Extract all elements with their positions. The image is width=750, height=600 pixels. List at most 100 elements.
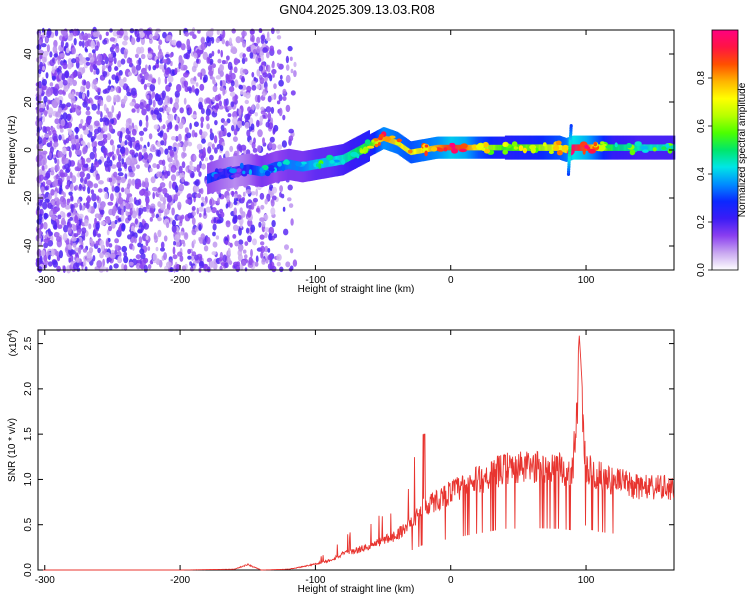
spectrogram-cell	[538, 144, 540, 151]
spectrogram-cell	[288, 203, 294, 209]
spectrogram-cell	[237, 253, 243, 262]
spectrogram-cell	[82, 248, 88, 253]
spectrogram-cell	[270, 27, 275, 35]
spectrogram-cell	[145, 235, 149, 241]
spectrogram-cell	[504, 144, 507, 151]
spectrogram-cell	[226, 132, 232, 138]
spectrogram-cell	[109, 265, 113, 271]
spectrogram-cell	[181, 151, 186, 159]
spectrogram-cell	[158, 39, 163, 45]
spectrogram-cell	[523, 144, 525, 151]
spectrogram-cell	[185, 132, 192, 139]
spectrogram-cell	[111, 105, 115, 114]
spectrogram-cell	[208, 53, 213, 59]
spectrogram-cell	[285, 74, 291, 84]
spectrogram-cell	[124, 134, 131, 140]
spectrogram-cell	[346, 152, 349, 163]
spectrogram-cell	[97, 126, 102, 133]
spectrogram-cell	[43, 222, 48, 230]
spectrogram-cell	[173, 265, 176, 273]
spectrogram-cell	[198, 213, 202, 218]
spectrogram-cell	[130, 87, 137, 97]
spectrogram-cell	[103, 187, 109, 192]
spectrogram-cell	[164, 208, 170, 215]
spectrogram-cell	[578, 144, 581, 151]
spectrogram-cell	[231, 28, 236, 34]
spectrogram-cell	[282, 88, 287, 95]
spectrogram-cell	[181, 176, 185, 183]
colorbar-tick-label: 0.4	[696, 167, 707, 181]
spectrogram-cell	[79, 171, 85, 178]
spectrogram-cell	[458, 144, 460, 151]
spectrogram-cell	[622, 144, 625, 151]
spectrogram-cell	[260, 251, 264, 259]
spectrogram-cell	[53, 88, 59, 97]
spectrogram-cell	[48, 136, 54, 142]
spectrogram-cell	[615, 144, 617, 151]
spectrogram-cell	[176, 84, 182, 92]
spectrogram-cell	[242, 53, 246, 58]
spectrogram-cell	[424, 150, 428, 157]
spectrogram-cell	[174, 184, 179, 193]
spectrogram-cell	[75, 108, 80, 114]
spectrogram-cell	[496, 144, 498, 151]
spectrogram-cell	[214, 147, 218, 154]
spectrogram-cell	[207, 146, 212, 154]
spectrogram-cell	[255, 188, 258, 197]
spectrogram-cell	[86, 89, 90, 98]
spectrogram-cell	[190, 80, 196, 85]
snr-y-tick-label: 2.0	[23, 381, 34, 395]
spectrogram-cell	[617, 144, 619, 151]
spectrogram-cell	[244, 267, 248, 272]
spectrogram-cell	[529, 144, 537, 150]
spectrogram-cell	[80, 85, 84, 93]
spectrogram-cell	[112, 52, 117, 58]
spectrogram-cell	[75, 126, 79, 134]
spectrogram-cell	[147, 246, 151, 251]
spectrogram-cell	[482, 141, 489, 148]
spectrogram-cell	[116, 113, 121, 120]
spectrogram-cell	[85, 48, 88, 53]
spectrogram-cell	[160, 247, 165, 252]
spectrogram-cell	[75, 142, 80, 150]
spectrogram-cell	[85, 116, 92, 125]
spectrogram-cell	[327, 157, 329, 168]
spectrogram-cell	[271, 68, 277, 75]
spectrogram-cell	[109, 37, 116, 42]
spectrogram-cell	[169, 151, 175, 158]
spectrogram-cell	[283, 228, 289, 236]
spectrogram-cell	[265, 37, 271, 42]
spectrogram-cell	[129, 101, 136, 107]
spectrogram-cell	[82, 146, 88, 154]
spectrogram-cell	[90, 135, 96, 142]
spectrogram-cell	[252, 197, 258, 203]
spectrogram-cell	[114, 249, 118, 256]
spectrogram-cell	[212, 96, 216, 103]
spectrogram-cell	[412, 149, 415, 155]
spectrogram-cell	[661, 146, 667, 151]
spectrogram-cell	[134, 103, 140, 109]
spectrogram-cell	[92, 78, 99, 85]
spectrogram-cell	[271, 195, 277, 201]
spectrogram-cell	[120, 213, 125, 222]
spectrogram-cell	[246, 85, 252, 93]
spectrogram-cell	[499, 144, 501, 151]
spectrogram-cell	[223, 127, 227, 136]
spectrogram-cell	[193, 154, 197, 161]
spectrogram-cell	[502, 144, 505, 151]
spectrogram-cell	[74, 149, 81, 155]
spectrogram-cell	[626, 144, 628, 151]
spectrogram-cell	[290, 159, 293, 170]
spectrogram-cell	[224, 262, 229, 269]
spectrogram-cell	[174, 67, 178, 75]
spectrogram-cell	[98, 180, 104, 185]
spectrogram-cell	[121, 223, 126, 232]
spectrogram-cell	[38, 107, 44, 113]
spectrogram-cell	[96, 110, 102, 115]
spectrogram-cell	[152, 186, 158, 192]
spectrogram-cell	[55, 111, 59, 118]
spectrogram-cell	[59, 172, 65, 178]
spectrogram-cell	[97, 103, 100, 111]
spectrogram-cell	[418, 148, 420, 154]
spectrogram-cell	[185, 199, 191, 204]
